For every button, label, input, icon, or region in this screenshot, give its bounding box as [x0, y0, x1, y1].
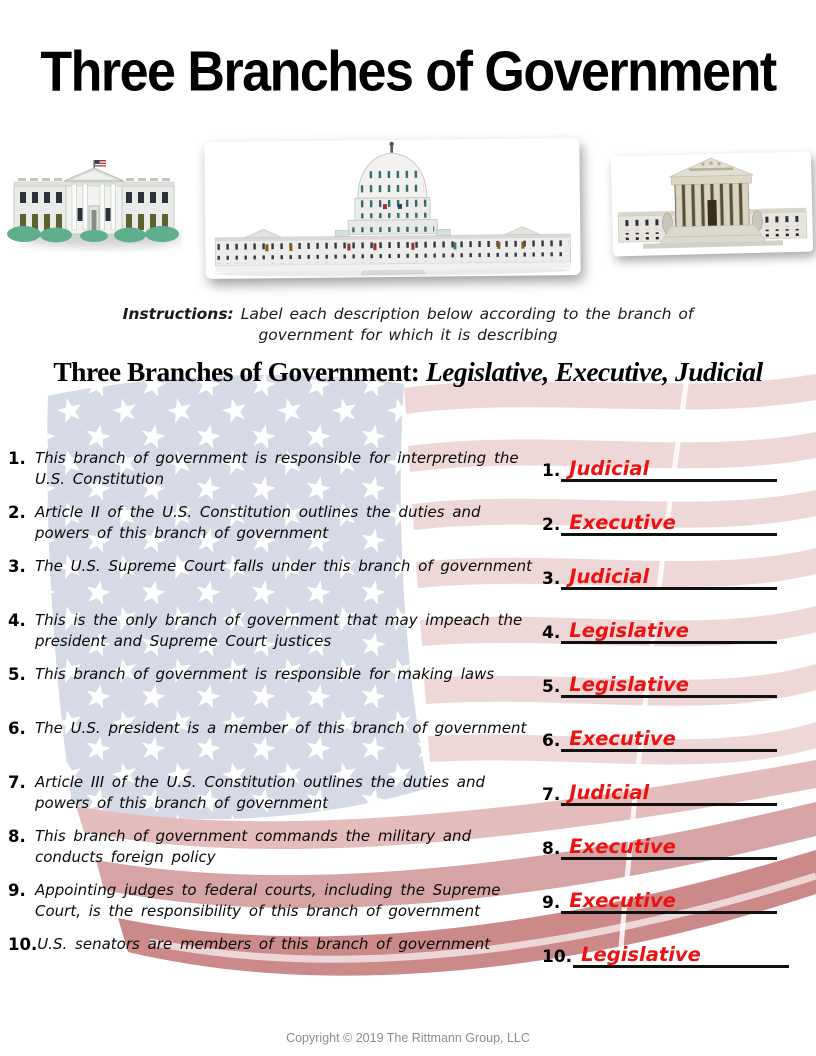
answer-text: Executive: [569, 726, 676, 750]
answer-text: Legislative: [581, 942, 701, 966]
question-text: Article III of the U.S. Constitution out…: [35, 773, 485, 813]
answer-number: 3.: [542, 569, 561, 589]
question: 5. This branch of government is responsi…: [8, 664, 540, 714]
question: 2. Article II of the U.S. Constitution o…: [8, 502, 540, 552]
question-number: 5.: [8, 665, 26, 684]
answer-blank: Legislative: [561, 607, 778, 644]
question-row: 8. This branch of government commands th…: [8, 826, 806, 876]
answer: 5. Legislative: [540, 664, 806, 714]
question-row: 2. Article II of the U.S. Constitution o…: [8, 502, 806, 552]
question-number: 6.: [8, 719, 26, 738]
question-number: 10.: [8, 935, 38, 954]
question-list: 1. This branch of government is responsi…: [8, 448, 806, 988]
question-text: Article II of the U.S. Constitution outl…: [35, 503, 481, 543]
question-row: 7. Article III of the U.S. Constitution …: [8, 772, 806, 822]
answer-number: 9.: [542, 893, 561, 913]
question-row: 4. This is the only branch of government…: [8, 610, 806, 660]
question-number: 3.: [8, 557, 26, 576]
answer: 3. Judicial: [540, 556, 806, 606]
answer-blank: Executive: [561, 823, 778, 860]
answer-number: 2.: [542, 515, 561, 535]
answer: 10. Legislative: [540, 934, 806, 984]
white-house-illustration: [6, 156, 182, 252]
question-text: This branch of government commands the m…: [35, 827, 472, 867]
page-title: Three Branches of Government: [40, 40, 777, 104]
supreme-court-illustration: [610, 151, 814, 257]
instructions-label: Instructions:: [122, 304, 234, 323]
question: 4. This is the only branch of government…: [8, 610, 540, 660]
answer-text: Legislative: [569, 618, 689, 642]
question-text: This is the only branch of government th…: [35, 611, 523, 651]
question-text: This branch of government is responsible…: [35, 665, 495, 683]
answer: 7. Judicial: [540, 772, 806, 822]
answer: 9. Executive: [540, 880, 806, 930]
question-number: 7.: [8, 773, 26, 792]
question-number: 4.: [8, 611, 26, 630]
question: 1. This branch of government is responsi…: [8, 448, 540, 498]
copyright-footer: Copyright © 2019 The Rittmann Group, LLC: [286, 1031, 530, 1045]
answer-text: Legislative: [569, 672, 689, 696]
answer-text: Executive: [569, 510, 676, 534]
answer: 4. Legislative: [540, 610, 806, 660]
answer-number: 8.: [542, 839, 561, 859]
answer-blank: Judicial: [561, 553, 778, 590]
subtitle-branches: Legislative, Executive, Judicial: [425, 356, 763, 387]
answer-blank: Judicial: [561, 445, 778, 482]
answer-text: Judicial: [569, 456, 650, 480]
answer-blank: Executive: [561, 715, 778, 752]
answer-number: 5.: [542, 677, 561, 697]
question-number: 9.: [8, 881, 26, 900]
question-row: 1. This branch of government is responsi…: [8, 448, 806, 498]
question-row: 5. This branch of government is responsi…: [8, 664, 806, 714]
question-number: 8.: [8, 827, 26, 846]
question-text: This branch of government is responsible…: [35, 449, 519, 489]
us-capitol-illustration: [204, 138, 581, 279]
question-text: The U.S. Supreme Court falls under this …: [35, 557, 533, 575]
answer-number: 7.: [542, 785, 561, 805]
question: 8. This branch of government commands th…: [8, 826, 540, 876]
answer-text: Executive: [569, 888, 676, 912]
answer: 1. Judicial: [540, 448, 806, 498]
question-row: 10. U.S. senators are members of this br…: [8, 934, 806, 984]
subtitle: Three Branches of Government: Legislativ…: [0, 356, 816, 388]
answer-blank: Executive: [561, 499, 778, 536]
answer-number: 10.: [542, 947, 573, 967]
question: 10. U.S. senators are members of this br…: [8, 934, 540, 984]
subtitle-prefix: Three Branches of Government:: [53, 356, 420, 387]
question-row: 3. The U.S. Supreme Court falls under th…: [8, 556, 806, 606]
question: 3. The U.S. Supreme Court falls under th…: [8, 556, 540, 606]
answer: 6. Executive: [540, 718, 806, 768]
answer-number: 4.: [542, 623, 561, 643]
answer: 8. Executive: [540, 826, 806, 876]
answer: 2. Executive: [540, 502, 806, 552]
answer-number: 6.: [542, 731, 561, 751]
question-row: 6. The U.S. president is a member of thi…: [8, 718, 806, 768]
answer-blank: Legislative: [573, 931, 790, 968]
question-text: U.S. senators are members of this branch…: [37, 935, 491, 953]
question: 9. Appointing judges to federal courts, …: [8, 880, 540, 930]
answer-number: 1.: [542, 461, 561, 481]
instructions: Instructions: Label each description bel…: [78, 304, 738, 347]
answer-blank: Judicial: [561, 769, 778, 806]
answer-blank: Legislative: [561, 661, 778, 698]
question-number: 2.: [8, 503, 26, 522]
question-text: The U.S. president is a member of this b…: [35, 719, 527, 737]
answer-blank: Executive: [561, 877, 778, 914]
answer-text: Judicial: [569, 564, 650, 588]
question-text: Appointing judges to federal courts, inc…: [35, 881, 501, 921]
question-number: 1.: [8, 449, 26, 468]
question: 7. Article III of the U.S. Constitution …: [8, 772, 540, 822]
answer-text: Executive: [569, 834, 676, 858]
instructions-text: Label each description below according t…: [240, 304, 694, 345]
question-row: 9. Appointing judges to federal courts, …: [8, 880, 806, 930]
answer-text: Judicial: [569, 780, 650, 804]
question: 6. The U.S. president is a member of thi…: [8, 718, 540, 768]
